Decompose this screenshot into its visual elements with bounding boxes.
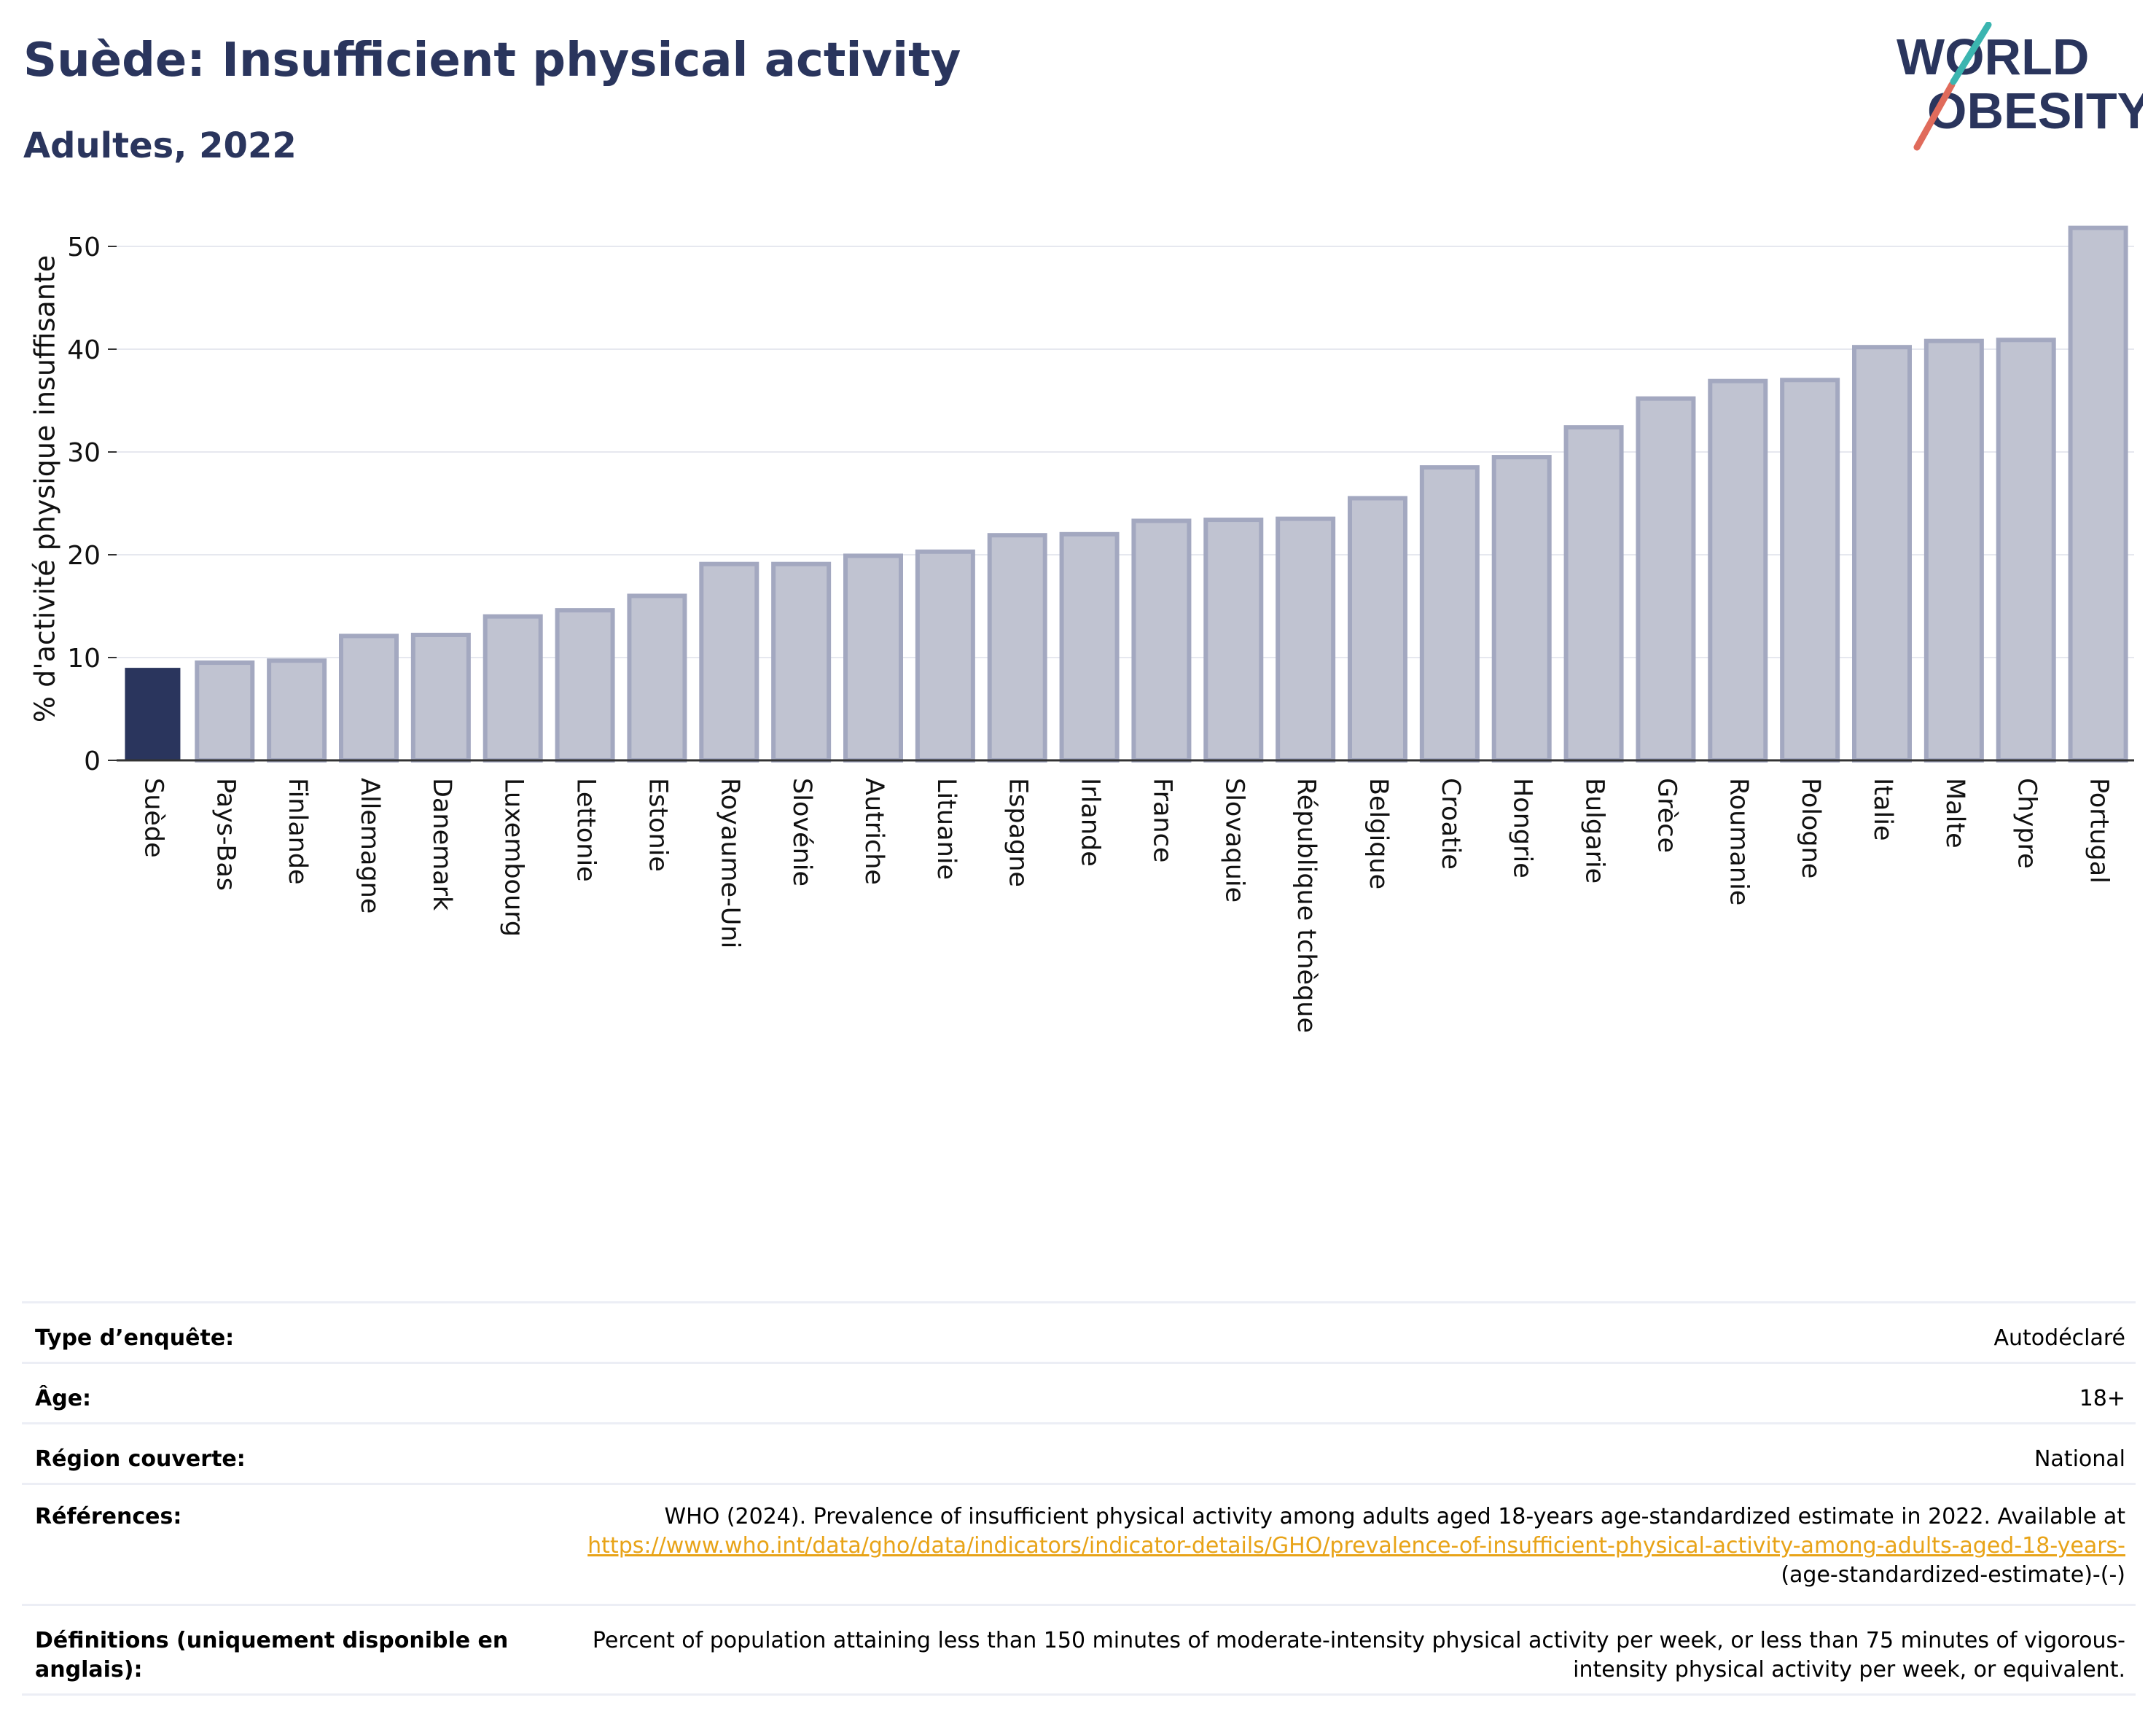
bar-allemagne — [339, 633, 399, 763]
logo-text-obesity: OBESITY — [1927, 82, 2143, 139]
y-tick-label: 10 — [67, 644, 101, 674]
x-tick-label: Croatie — [1436, 778, 1465, 870]
bar-pologne — [1780, 378, 1840, 763]
bar-bulgarie — [1563, 425, 1624, 763]
bar-irlande — [1059, 531, 1120, 763]
x-tick-label: Hongrie — [1508, 778, 1537, 878]
metadata-table: Type d’enquête: Autodéclaré Âge: 18+ Rég… — [22, 1301, 2136, 1696]
x-tick-label: Roumanie — [1724, 778, 1753, 905]
references-value: WHO (2024). Prevalence of insufficient p… — [558, 1502, 2125, 1590]
bar-finlande — [267, 658, 327, 763]
references-row: Références: WHO (2024). Prevalence of in… — [22, 1483, 2136, 1604]
x-tick-label: Pologne — [1796, 778, 1825, 878]
x-tick-label: Pays-Bas — [211, 778, 240, 891]
x-tick-label: Espagne — [1004, 778, 1033, 887]
bar-luxembourg — [483, 614, 543, 763]
x-tick-label: Allemagne — [355, 778, 384, 913]
age-value: 18+ — [2079, 1386, 2125, 1411]
x-tick-label: Lettonie — [571, 778, 601, 882]
y-tick-label: 20 — [67, 541, 101, 571]
x-tick-label: Estonie — [643, 778, 672, 872]
references-link-tail: (age-standardized-estimate)-(-) — [1781, 1562, 2125, 1588]
chart-title: Suède: Insufficient physical activity — [23, 34, 961, 87]
x-tick-label: Royaume-Uni — [715, 778, 744, 948]
references-text: WHO (2024). Prevalence of insufficient p… — [664, 1504, 2125, 1529]
x-tick-label: Slovaquie — [1219, 778, 1249, 902]
x-tick-label: République tchèque — [1292, 778, 1321, 1033]
bar-slovénie — [771, 561, 832, 763]
bar-grèce — [1636, 396, 1696, 763]
region-value: National — [2034, 1446, 2125, 1472]
x-tick-label: France — [1147, 778, 1176, 862]
chart-subtitle: Adultes, 2022 — [23, 125, 297, 166]
bar-roumanie — [1708, 378, 1768, 763]
bar-pays-bas — [195, 660, 255, 763]
region-label: Région couverte: — [35, 1446, 246, 1472]
bar-slovaquie — [1203, 518, 1264, 763]
bar-lituanie — [915, 549, 975, 763]
x-tick-label: Luxembourg — [499, 778, 528, 937]
x-tick-label: Irlande — [1076, 778, 1105, 867]
bar-france — [1131, 518, 1192, 763]
bar-autriche — [843, 553, 903, 763]
world-obesity-logo: WORLD OBESITY — [1897, 22, 2143, 151]
bar-belgique — [1348, 496, 1407, 763]
x-tick-label: Lituanie — [931, 778, 961, 880]
x-tick-label: Italie — [1868, 778, 1897, 841]
bar-croatie — [1419, 465, 1480, 763]
x-tick-label: Bulgarie — [1580, 778, 1609, 884]
y-tick-label: 0 — [84, 746, 101, 776]
y-axis-label: % d'activité physique insuffisante — [29, 255, 61, 722]
age-row: Âge: 18+ — [22, 1362, 2136, 1422]
bar-royaume-uni — [699, 561, 759, 763]
bar-portugal — [2068, 225, 2128, 763]
x-tick-label: Slovénie — [787, 778, 816, 886]
bar-estonie — [627, 593, 687, 763]
survey-type-row: Type d’enquête: Autodéclaré — [22, 1301, 2136, 1362]
definitions-row: Définitions (uniquement disponible en an… — [22, 1604, 2136, 1696]
logo-slash-teal — [1950, 22, 1992, 85]
y-axis-ticks: 0 10 20 30 40 50 — [67, 233, 117, 776]
bars — [125, 225, 2128, 763]
y-tick-label: 30 — [67, 438, 101, 468]
y-tick-label: 40 — [67, 335, 101, 365]
age-label: Âge: — [35, 1386, 92, 1411]
bar-suède — [125, 668, 181, 760]
bar-danemark — [410, 632, 471, 763]
y-tick-label: 50 — [67, 233, 101, 262]
references-link[interactable]: https://www.who.int/data/gho/data/indica… — [587, 1533, 2125, 1559]
x-tick-label: Belgique — [1364, 778, 1393, 889]
survey-type-value: Autodéclaré — [1993, 1325, 2126, 1351]
bar-chart: 0 10 20 30 40 50 Suède Pays-Bas Finlande Allemag… — [29, 225, 2134, 1033]
x-tick-label: Grèce — [1652, 778, 1681, 853]
bar-chypre — [1996, 338, 2056, 763]
bar-lettonie — [555, 608, 615, 763]
x-tick-label: Suède — [138, 778, 168, 858]
x-tick-label: Autriche — [859, 778, 888, 885]
x-tick-label: Malte — [1940, 778, 1969, 849]
bar-république-tchèque — [1276, 516, 1336, 763]
definitions-value: Percent of population attaining less tha… — [592, 1628, 2125, 1683]
definitions-label: Définitions (uniquement disponible en an… — [35, 1628, 509, 1683]
x-tick-label: Chypre — [2012, 778, 2042, 869]
region-row: Région couverte: National — [22, 1422, 2136, 1483]
bar-hongrie — [1491, 455, 1552, 763]
bar-malte — [1923, 338, 1984, 763]
logo-text-world: WORLD — [1897, 28, 2089, 85]
logo-slash-red — [1913, 81, 1956, 151]
x-axis-labels: Suède Pays-Bas Finlande Allemagne Danemark Lu… — [138, 778, 2113, 1033]
survey-type-label: Type d’enquête: — [35, 1325, 235, 1351]
x-tick-label: Danemark — [427, 778, 456, 911]
bar-italie — [1852, 345, 1912, 763]
bar-espagne — [987, 533, 1047, 763]
x-tick-label: Portugal — [2085, 778, 2114, 884]
references-label: Références: — [35, 1504, 182, 1529]
x-tick-label: Finlande — [283, 778, 312, 885]
